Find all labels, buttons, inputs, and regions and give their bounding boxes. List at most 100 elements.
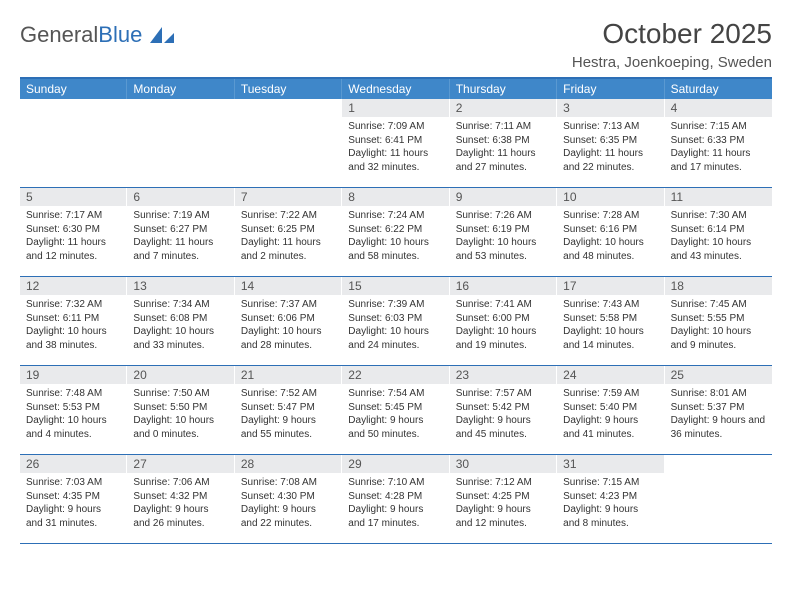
daylight-text: Daylight: 9 hours and 55 minutes. [241,414,335,441]
sunrise-text: Sunrise: 7:34 AM [133,298,227,312]
day-body: Sunrise: 7:28 AMSunset: 6:16 PMDaylight:… [557,206,663,267]
sunset-text: Sunset: 6:00 PM [456,312,550,326]
day-cell: 13Sunrise: 7:34 AMSunset: 6:08 PMDayligh… [127,277,234,365]
day-number: 7 [235,188,341,206]
day-body: Sunrise: 7:59 AMSunset: 5:40 PMDaylight:… [557,384,663,445]
day-number: 11 [665,188,772,206]
sunset-text: Sunset: 4:23 PM [563,490,657,504]
day-body: Sunrise: 7:08 AMSunset: 4:30 PMDaylight:… [235,473,341,534]
day-body: Sunrise: 7:32 AMSunset: 6:11 PMDaylight:… [20,295,126,356]
sunrise-text: Sunrise: 7:39 AM [348,298,442,312]
day-cell: 25Sunrise: 8:01 AMSunset: 5:37 PMDayligh… [665,366,772,454]
day-body: Sunrise: 7:45 AMSunset: 5:55 PMDaylight:… [665,295,772,356]
day-body: Sunrise: 7:34 AMSunset: 6:08 PMDaylight:… [127,295,233,356]
day-cell: 14Sunrise: 7:37 AMSunset: 6:06 PMDayligh… [235,277,342,365]
dow-thursday: Thursday [450,79,557,99]
day-number: 14 [235,277,341,295]
sunset-text: Sunset: 4:35 PM [26,490,120,504]
sunset-text: Sunset: 4:28 PM [348,490,442,504]
sunset-text: Sunset: 6:14 PM [671,223,766,237]
sunrise-text: Sunrise: 7:54 AM [348,387,442,401]
day-body: Sunrise: 7:12 AMSunset: 4:25 PMDaylight:… [450,473,556,534]
dow-saturday: Saturday [665,79,772,99]
day-cell: 22Sunrise: 7:54 AMSunset: 5:45 PMDayligh… [342,366,449,454]
day-cell: 19Sunrise: 7:48 AMSunset: 5:53 PMDayligh… [20,366,127,454]
sunrise-text: Sunrise: 7:28 AM [563,209,657,223]
sunrise-text: Sunrise: 8:01 AM [671,387,766,401]
sunrise-text: Sunrise: 7:57 AM [456,387,550,401]
daylight-text: Daylight: 10 hours and 19 minutes. [456,325,550,352]
daylight-text: Daylight: 10 hours and 43 minutes. [671,236,766,263]
day-body: Sunrise: 7:52 AMSunset: 5:47 PMDaylight:… [235,384,341,445]
day-cell: 11Sunrise: 7:30 AMSunset: 6:14 PMDayligh… [665,188,772,276]
daylight-text: Daylight: 9 hours and 17 minutes. [348,503,442,530]
day-body: Sunrise: 7:48 AMSunset: 5:53 PMDaylight:… [20,384,126,445]
daylight-text: Daylight: 10 hours and 28 minutes. [241,325,335,352]
day-cell [127,99,234,187]
daylight-text: Daylight: 11 hours and 7 minutes. [133,236,227,263]
day-number: 16 [450,277,556,295]
location: Hestra, Joenkoeping, Sweden [20,54,772,71]
sunset-text: Sunset: 6:06 PM [241,312,335,326]
day-cell: 6Sunrise: 7:19 AMSunset: 6:27 PMDaylight… [127,188,234,276]
daylight-text: Daylight: 11 hours and 12 minutes. [26,236,120,263]
sunset-text: Sunset: 6:19 PM [456,223,550,237]
daylight-text: Daylight: 10 hours and 9 minutes. [671,325,766,352]
day-number: 15 [342,277,448,295]
day-cell: 4Sunrise: 7:15 AMSunset: 6:33 PMDaylight… [665,99,772,187]
day-number: 20 [127,366,233,384]
sunrise-text: Sunrise: 7:17 AM [26,209,120,223]
day-cell: 26Sunrise: 7:03 AMSunset: 4:35 PMDayligh… [20,455,127,543]
sunset-text: Sunset: 5:58 PM [563,312,657,326]
sunrise-text: Sunrise: 7:52 AM [241,387,335,401]
daylight-text: Daylight: 9 hours and 41 minutes. [563,414,657,441]
page-title: October 2025 [602,18,772,50]
day-body: Sunrise: 7:26 AMSunset: 6:19 PMDaylight:… [450,206,556,267]
daylight-text: Daylight: 10 hours and 4 minutes. [26,414,120,441]
sunrise-text: Sunrise: 7:32 AM [26,298,120,312]
sunset-text: Sunset: 6:41 PM [348,134,442,148]
week-row: 5Sunrise: 7:17 AMSunset: 6:30 PMDaylight… [20,188,772,277]
day-cell [20,99,127,187]
sunset-text: Sunset: 5:53 PM [26,401,120,415]
day-body: Sunrise: 7:30 AMSunset: 6:14 PMDaylight:… [665,206,772,267]
week-row: 19Sunrise: 7:48 AMSunset: 5:53 PMDayligh… [20,366,772,455]
day-body: Sunrise: 7:39 AMSunset: 6:03 PMDaylight:… [342,295,448,356]
day-number: 6 [127,188,233,206]
day-cell: 3Sunrise: 7:13 AMSunset: 6:35 PMDaylight… [557,99,664,187]
daylight-text: Daylight: 9 hours and 22 minutes. [241,503,335,530]
day-body: Sunrise: 8:01 AMSunset: 5:37 PMDaylight:… [665,384,772,445]
day-body: Sunrise: 7:03 AMSunset: 4:35 PMDaylight:… [20,473,126,534]
day-cell: 8Sunrise: 7:24 AMSunset: 6:22 PMDaylight… [342,188,449,276]
sunrise-text: Sunrise: 7:22 AM [241,209,335,223]
day-body: Sunrise: 7:06 AMSunset: 4:32 PMDaylight:… [127,473,233,534]
logo: GeneralBlue [20,22,176,48]
day-cell: 16Sunrise: 7:41 AMSunset: 6:00 PMDayligh… [450,277,557,365]
sunrise-text: Sunrise: 7:03 AM [26,476,120,490]
day-cell [665,455,772,543]
day-body: Sunrise: 7:17 AMSunset: 6:30 PMDaylight:… [20,206,126,267]
day-cell: 30Sunrise: 7:12 AMSunset: 4:25 PMDayligh… [450,455,557,543]
sunrise-text: Sunrise: 7:48 AM [26,387,120,401]
sunrise-text: Sunrise: 7:30 AM [671,209,766,223]
sunset-text: Sunset: 5:55 PM [671,312,766,326]
sunrise-text: Sunrise: 7:43 AM [563,298,657,312]
calendar: Sunday Monday Tuesday Wednesday Thursday… [20,77,772,544]
day-cell [235,99,342,187]
day-number: 13 [127,277,233,295]
dow-sunday: Sunday [20,79,127,99]
day-of-week-header: Sunday Monday Tuesday Wednesday Thursday… [20,79,772,99]
sunrise-text: Sunrise: 7:50 AM [133,387,227,401]
day-cell: 10Sunrise: 7:28 AMSunset: 6:16 PMDayligh… [557,188,664,276]
day-number: 29 [342,455,448,473]
daylight-text: Daylight: 9 hours and 12 minutes. [456,503,550,530]
day-number: 28 [235,455,341,473]
day-number: 4 [665,99,772,117]
day-body: Sunrise: 7:19 AMSunset: 6:27 PMDaylight:… [127,206,233,267]
daylight-text: Daylight: 11 hours and 17 minutes. [671,147,766,174]
day-cell: 15Sunrise: 7:39 AMSunset: 6:03 PMDayligh… [342,277,449,365]
day-number: 19 [20,366,126,384]
sunset-text: Sunset: 6:33 PM [671,134,766,148]
dow-tuesday: Tuesday [235,79,342,99]
day-body: Sunrise: 7:54 AMSunset: 5:45 PMDaylight:… [342,384,448,445]
